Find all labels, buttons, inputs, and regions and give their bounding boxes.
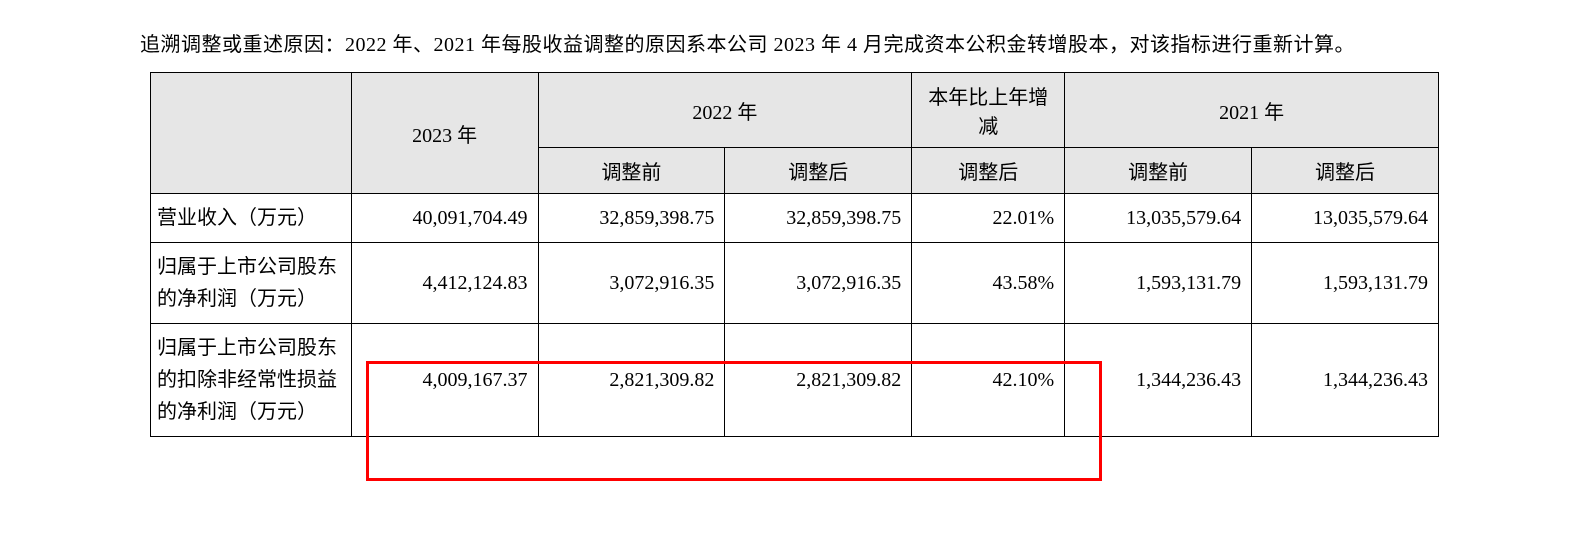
- cell-2022-after: 2,821,309.82: [725, 324, 912, 437]
- cell-2021-before: 13,035,579.64: [1065, 194, 1252, 243]
- cell-2023: 4,009,167.37: [351, 324, 538, 437]
- cell-change: 22.01%: [912, 194, 1065, 243]
- cell-2021-before: 1,593,131.79: [1065, 243, 1252, 324]
- col-header-2022-before: 调整前: [538, 148, 725, 194]
- col-header-2021: 2021 年: [1065, 73, 1439, 148]
- col-header-blank: [151, 73, 352, 194]
- cell-2023: 4,412,124.83: [351, 243, 538, 324]
- adjustment-note: 追溯调整或重述原因：2022 年、2021 年每股收益调整的原因系本公司 202…: [140, 28, 1439, 62]
- cell-2021-after: 1,344,236.43: [1252, 324, 1439, 437]
- table-row: 归属于上市公司股东的扣除非经常性损益的净利润（万元） 4,009,167.37 …: [151, 324, 1439, 437]
- table-row: 营业收入（万元） 40,091,704.49 32,859,398.75 32,…: [151, 194, 1439, 243]
- col-header-change: 本年比上年增减: [912, 73, 1065, 148]
- col-header-2022-after: 调整后: [725, 148, 912, 194]
- financial-table: 2023 年 2022 年 本年比上年增减 2021 年 调整前 调整后 调整后…: [150, 72, 1439, 437]
- row-label: 归属于上市公司股东的净利润（万元）: [151, 243, 352, 324]
- financial-table-wrap: 2023 年 2022 年 本年比上年增减 2021 年 调整前 调整后 调整后…: [150, 72, 1439, 437]
- header-row-1: 2023 年 2022 年 本年比上年增减 2021 年: [151, 73, 1439, 148]
- col-header-2023: 2023 年: [351, 73, 538, 194]
- col-header-2021-before: 调整前: [1065, 148, 1252, 194]
- table-row: 归属于上市公司股东的净利润（万元） 4,412,124.83 3,072,916…: [151, 243, 1439, 324]
- cell-2023: 40,091,704.49: [351, 194, 538, 243]
- row-label: 归属于上市公司股东的扣除非经常性损益的净利润（万元）: [151, 324, 352, 437]
- cell-2021-after: 1,593,131.79: [1252, 243, 1439, 324]
- cell-change: 43.58%: [912, 243, 1065, 324]
- cell-2021-before: 1,344,236.43: [1065, 324, 1252, 437]
- cell-2022-before: 2,821,309.82: [538, 324, 725, 437]
- row-label: 营业收入（万元）: [151, 194, 352, 243]
- col-header-2022: 2022 年: [538, 73, 912, 148]
- cell-2022-before: 3,072,916.35: [538, 243, 725, 324]
- cell-change: 42.10%: [912, 324, 1065, 437]
- cell-2022-before: 32,859,398.75: [538, 194, 725, 243]
- cell-2022-after: 32,859,398.75: [725, 194, 912, 243]
- col-header-2021-after: 调整后: [1252, 148, 1439, 194]
- col-header-change-sub: 调整后: [912, 148, 1065, 194]
- cell-2021-after: 13,035,579.64: [1252, 194, 1439, 243]
- cell-2022-after: 3,072,916.35: [725, 243, 912, 324]
